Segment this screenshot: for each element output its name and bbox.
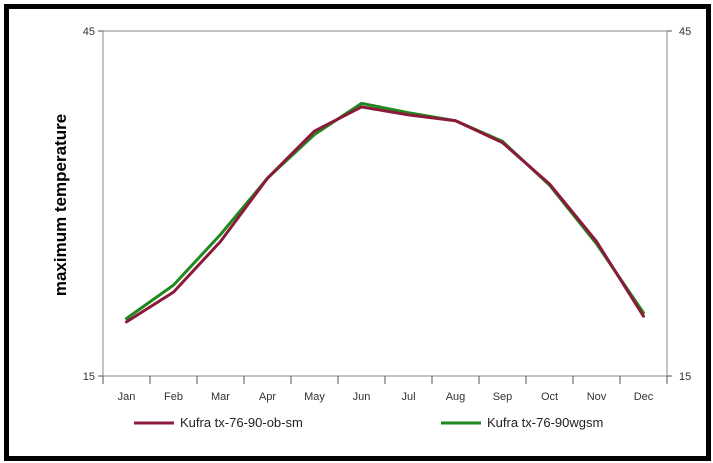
- chart-frame: [4, 4, 711, 461]
- x-tick-label: Jun: [353, 391, 371, 403]
- legend-label-0: Kufra tx-76-90-ob-sm: [180, 415, 303, 430]
- x-tick-label: Oct: [541, 391, 558, 403]
- axes: Jan Feb Mar Apr May Jun Jul Aug Sep Oct Nov Dec 15 45…: [83, 26, 692, 403]
- series-layer: [125, 101, 645, 324]
- legend-label-1: Kufra tx-76-90wgsm: [487, 415, 603, 430]
- x-tick-label: Jan: [118, 391, 136, 403]
- plot-area-border: [102, 30, 668, 377]
- series-line-1: [125, 101, 645, 320]
- y-axis-label: maximum temperature: [51, 114, 70, 296]
- x-tick-label: May: [304, 391, 325, 403]
- x-tick-label: Aug: [446, 391, 466, 403]
- x-tick-label: Apr: [259, 391, 276, 403]
- x-tick-label: Sep: [493, 391, 513, 403]
- y2-tick-label: 15: [679, 371, 691, 383]
- x-tick-label: Dec: [634, 391, 654, 403]
- x-tick-label: Nov: [587, 391, 607, 403]
- y-tick-label: 15: [83, 371, 95, 383]
- y-tick-label: 45: [83, 26, 95, 38]
- x-tick-label: Feb: [164, 391, 183, 403]
- legend: Kufra tx-76-90-ob-sm Kufra tx-76-90wgsm: [134, 415, 603, 430]
- series-line-0: [125, 105, 645, 324]
- y2-tick-label: 45: [679, 26, 691, 38]
- x-tick-label: Mar: [211, 391, 230, 403]
- x-tick-label: Jul: [401, 391, 415, 403]
